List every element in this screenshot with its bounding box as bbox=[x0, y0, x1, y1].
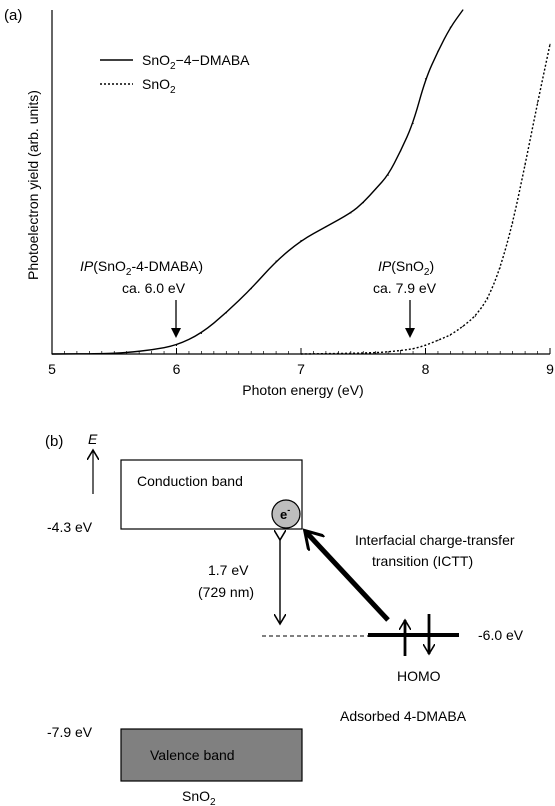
panel-a-label: (a) bbox=[4, 7, 22, 24]
electron-sphere bbox=[271, 499, 301, 529]
plot-frame bbox=[51, 10, 550, 355]
annotation-ip-dmaba-title: IP(SnO2-4-DMABA) bbox=[80, 258, 203, 278]
series-point-0 bbox=[449, 26, 451, 28]
homo-label: HOMO bbox=[397, 668, 441, 684]
series-point-1 bbox=[549, 43, 551, 46]
series-point-1 bbox=[437, 339, 439, 341]
adsorbed-label: Adsorbed 4-DMABA bbox=[340, 708, 467, 724]
series-point-0 bbox=[362, 202, 364, 204]
energy-axis-label: E bbox=[88, 431, 98, 447]
x-tick-label: 9 bbox=[546, 361, 554, 377]
series-point-0 bbox=[387, 174, 389, 176]
series-point-1 bbox=[449, 334, 451, 336]
series-point-1 bbox=[499, 267, 501, 269]
series-point-1 bbox=[300, 353, 302, 355]
series-point-0 bbox=[350, 212, 352, 214]
series-point-0 bbox=[151, 349, 153, 351]
series-point-0 bbox=[175, 344, 178, 346]
gap-value: 1.7 eV bbox=[208, 562, 249, 578]
annotation-ip-sno2-value: ca. 7.9 eV bbox=[373, 280, 437, 296]
series-line-sno2-dmaba bbox=[51, 9, 464, 355]
ictt-label-line1: Interfacial charge-transfer bbox=[355, 532, 515, 548]
x-tick-label: 7 bbox=[297, 361, 305, 377]
series-point-0 bbox=[325, 226, 327, 228]
series-point-1 bbox=[462, 325, 464, 328]
homo-energy-label: -6.0 eV bbox=[478, 627, 524, 643]
series-point-1 bbox=[524, 164, 526, 166]
series-point-0 bbox=[437, 50, 439, 52]
series-point-1 bbox=[424, 344, 427, 346]
series-point-0 bbox=[412, 122, 414, 125]
series-point-0 bbox=[126, 352, 128, 354]
gap-wavelength: (729 nm) bbox=[198, 584, 254, 600]
series-point-1 bbox=[474, 315, 476, 317]
series-point-0 bbox=[250, 288, 252, 290]
valence-band-label: Valence band bbox=[150, 747, 235, 763]
series-layer bbox=[51, 9, 551, 355]
ictt-label-line2: transition (ICTT) bbox=[372, 553, 473, 569]
electron-label: e- bbox=[280, 505, 290, 522]
annotation-ip-sno2: IP(SnO2) ca. 7.9 eV bbox=[373, 258, 437, 338]
series-point-0 bbox=[424, 78, 427, 80]
x-axis-ticks: 5 6 7 8 9 bbox=[48, 348, 554, 377]
series-line-sno2 bbox=[300, 44, 551, 355]
cb-energy-label: -4.3 eV bbox=[47, 519, 93, 535]
series-point-1 bbox=[375, 352, 377, 354]
conduction-band-label: Conduction band bbox=[137, 473, 243, 489]
legend-entry-sno2-dmaba: SnO2−4−DMABA bbox=[142, 52, 250, 72]
electron: e- bbox=[271, 499, 301, 529]
series-point-0 bbox=[375, 188, 377, 190]
series-point-1 bbox=[400, 349, 402, 352]
x-tick-label: 6 bbox=[173, 361, 181, 377]
series-point-0 bbox=[400, 150, 402, 152]
series-point-0 bbox=[101, 353, 103, 355]
annotation-ip-dmaba: IP(SnO2-4-DMABA) ca. 6.0 eV bbox=[80, 258, 203, 338]
series-point-0 bbox=[51, 353, 53, 355]
series-point-0 bbox=[200, 332, 202, 334]
series-point-1 bbox=[536, 102, 539, 104]
x-tick-label: 8 bbox=[422, 361, 430, 377]
series-point-1 bbox=[487, 298, 489, 300]
panel-b-label: (b) bbox=[45, 433, 63, 450]
ictt-arrow bbox=[306, 532, 390, 622]
series-point-1 bbox=[412, 348, 414, 350]
series-point-0 bbox=[300, 239, 302, 242]
vb-energy-label: -7.9 eV bbox=[47, 724, 93, 740]
series-point-0 bbox=[225, 312, 227, 314]
series-point-0 bbox=[462, 9, 464, 11]
series-point-1 bbox=[512, 222, 514, 224]
sno2-label: SnO2 bbox=[182, 788, 216, 806]
x-axis-label: Photon energy (eV) bbox=[242, 382, 363, 398]
legend: SnO2−4−DMABA SnO2 bbox=[100, 52, 250, 96]
legend-entry-sno2: SnO2 bbox=[142, 76, 176, 96]
x-tick-label: 5 bbox=[48, 361, 56, 377]
annotation-ip-sno2-title: IP(SnO2) bbox=[378, 258, 434, 278]
series-point-0 bbox=[275, 260, 277, 262]
valence-band bbox=[120, 728, 303, 782]
y-axis-label: Photoelectron yield (arb. units) bbox=[25, 90, 41, 280]
annotation-ip-dmaba-value: ca. 6.0 eV bbox=[122, 280, 186, 296]
